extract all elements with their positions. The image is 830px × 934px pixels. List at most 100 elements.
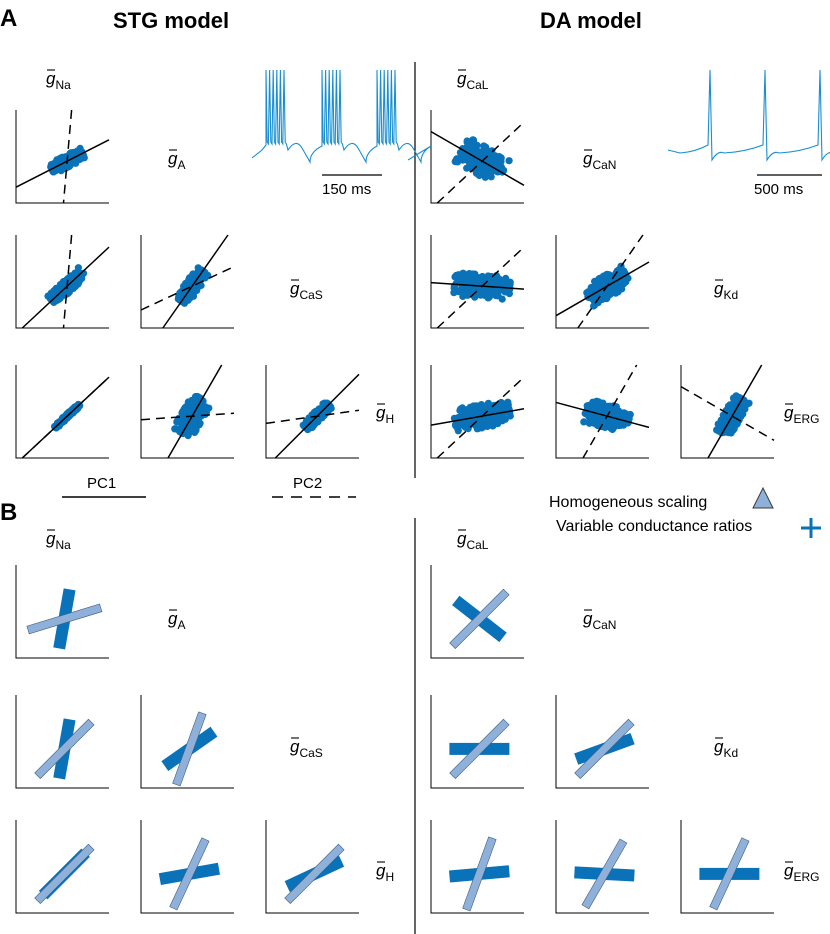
data-point — [580, 418, 588, 426]
data-point — [468, 165, 476, 173]
data-point — [506, 281, 514, 289]
da-voltage-trace — [667, 69, 830, 162]
data-point — [186, 423, 194, 431]
a-stg-gA-vs-gH-pc1-line — [167, 364, 223, 459]
a-stg-gA-vs-gH-pc2-line — [140, 412, 235, 421]
b-label-ERG: gERG — [784, 861, 819, 884]
data-point — [68, 283, 76, 291]
a-da-gCaN-vs-gERG-axes — [555, 365, 649, 459]
data-point — [475, 276, 483, 284]
data-point — [474, 417, 482, 425]
b-stg-gNa-vs-gCaS-homogeneous-band — [34, 718, 95, 780]
stg-model-title: STG model — [113, 8, 229, 33]
b-stg-gNa-vs-gA-homogeneous-band — [26, 603, 103, 635]
a-da-gCaL-vs-gCaN-axes — [430, 110, 524, 204]
b-da-gCaN-vs-gKd-homogeneous-band — [574, 718, 635, 780]
b-da-gKd-vs-gERG-axes — [680, 820, 774, 914]
data-point — [626, 410, 634, 419]
a-da-gCaN-vs-gKd-pc2-line — [577, 234, 644, 329]
panel-letter-b: B — [0, 499, 17, 526]
a-label-CaS: gCaS — [290, 279, 323, 302]
data-point — [613, 275, 621, 283]
a-da-gCaL-vs-gKd-pc1-line — [430, 281, 525, 290]
pc2-label: PC2 — [293, 475, 322, 492]
data-point — [471, 140, 479, 148]
data-point — [187, 401, 195, 409]
homogeneous-scaling-label: Homogeneous scaling — [549, 494, 707, 511]
a-da-gKd-vs-gERG-pc1-line — [707, 364, 763, 459]
data-point — [467, 158, 475, 167]
data-point — [497, 398, 505, 407]
data-point — [610, 410, 618, 418]
data-point — [505, 157, 513, 165]
a-da-gCaL-vs-gKd-axes — [430, 235, 524, 329]
data-point — [476, 161, 484, 169]
a-stg-gA-vs-gH-axes — [140, 365, 234, 459]
data-point — [484, 399, 492, 407]
data-point — [466, 138, 474, 146]
a-label-ERG: gERG — [784, 403, 819, 426]
stg-scale-bar-label: 150 ms — [322, 181, 371, 198]
data-point — [181, 404, 189, 412]
b-da-gCaL-vs-gCaN-homogeneous-band — [449, 588, 510, 650]
a-label-Na: gNa — [46, 69, 71, 92]
b-label-CaS: gCaS — [290, 737, 323, 760]
b-da-gCaN-vs-gERG-axes — [555, 820, 649, 914]
a-da-gCaL-vs-gERG-pc2-line — [436, 376, 525, 459]
data-point — [451, 158, 459, 166]
b-label-Na: gNa — [46, 529, 71, 552]
a-stg-gNa-vs-gA-pc2-line — [62, 109, 73, 204]
plus-icon — [801, 518, 821, 538]
data-point — [302, 422, 310, 430]
data-point — [186, 294, 194, 302]
a-stg-gA-vs-gCaS-pc2-line — [140, 265, 235, 311]
a-stg-gNa-vs-gA-pc1-line — [15, 139, 110, 188]
data-point — [461, 422, 469, 430]
data-point — [205, 404, 213, 412]
data-point — [192, 427, 200, 435]
conductance-labels: gNa gA gCaS gH gCaL gCaN gKd gERG gNa gA gCaS gH gCa… — [46, 69, 819, 884]
data-point — [610, 423, 619, 431]
scatter-plots — [15, 109, 775, 914]
a-stg-gNa-vs-gH-pc2-line — [21, 376, 110, 459]
data-point — [484, 405, 492, 413]
b-stg-gNa-vs-gH-homogeneous-band — [34, 843, 95, 905]
data-point — [613, 267, 622, 275]
data-point — [727, 429, 735, 437]
data-point — [486, 149, 494, 157]
a-stg-gNa-vs-gCaS-axes — [15, 235, 109, 329]
data-point — [620, 410, 628, 418]
a-stg-gNa-vs-gA-axes — [15, 110, 109, 204]
data-point — [493, 413, 501, 421]
data-point — [504, 401, 512, 409]
b-da-gCaN-vs-gKd-axes — [555, 695, 649, 789]
b-stg-gA-vs-gH-homogeneous-band — [169, 837, 210, 911]
data-point — [189, 418, 197, 426]
b-da-gCaL-vs-gCaN-axes — [430, 565, 524, 659]
data-point — [498, 295, 506, 303]
b-label-CaN: gCaN — [583, 609, 616, 632]
data-point — [466, 403, 474, 411]
b-label-H: gH — [376, 861, 394, 884]
a-da-gKd-vs-gERG-axes — [680, 365, 774, 459]
data-point — [495, 275, 503, 283]
data-point — [614, 288, 622, 296]
a-label-CaN: gCaN — [583, 149, 616, 172]
a-label-CaL: gCaL — [457, 69, 489, 92]
voltage-traces — [251, 69, 830, 165]
data-point — [589, 398, 597, 406]
a-da-gCaL-vs-gCaN-pc2-line — [436, 121, 525, 204]
a-da-gCaL-vs-gCaN-pc1-line — [430, 130, 525, 186]
panel-letter-a: A — [0, 5, 17, 32]
a-da-gCaL-vs-gERG-axes — [430, 365, 524, 459]
a-da-gCaN-vs-gERG-pc1-line — [555, 401, 650, 429]
b-da-gCaL-vs-gERG-homogeneous-band — [462, 836, 497, 912]
data-point — [74, 264, 82, 272]
data-point — [490, 156, 498, 164]
data-point — [71, 272, 80, 280]
a-da-gCaN-vs-gERG-pc2-line — [582, 364, 638, 459]
a-stg-gCaS-vs-gH-pc2-line — [265, 409, 360, 425]
data-point — [177, 418, 185, 426]
data-point — [465, 277, 473, 285]
data-point — [60, 277, 68, 286]
